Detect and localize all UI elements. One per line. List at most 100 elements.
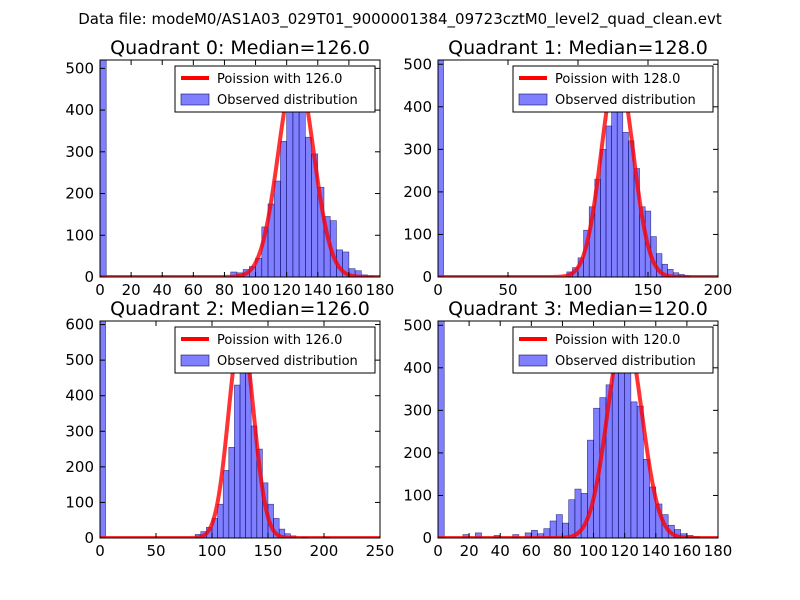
legend-bar-swatch [180,93,210,106]
histogram-bar [438,321,445,538]
y-tick-label: 300 [65,422,94,440]
x-tick-label: 0 [95,281,105,299]
legend: Poission with 126.0 Observed distribution [174,326,376,374]
histogram-bar [600,149,607,277]
histogram-bar [100,321,106,538]
x-tick-label: 120 [272,281,301,299]
histogram-bar [273,180,281,277]
x-tick-label: 140 [303,281,332,299]
histogram-bar [222,470,230,538]
y-tick-label: 200 [65,458,94,476]
y-tick-label: 300 [65,143,94,161]
figure-suptitle: Data file: modeM0/AS1A03_029T01_90000013… [78,10,722,29]
x-tick-label: 250 [366,542,395,560]
x-tick-label: 0 [95,542,105,560]
legend-line-label: Poission with 128.0 [555,72,680,87]
histogram-bar [605,125,612,277]
y-tick-label: 500 [403,316,432,334]
x-tick-label: 0 [433,281,443,299]
x-tick-label: 200 [704,281,733,299]
x-tick-label: 180 [704,542,733,560]
poisson-curve [438,327,718,538]
chart-title: Quadrant 1: Median=128.0 [448,37,708,59]
histogram-bar [438,60,444,277]
axes-frame [99,320,381,539]
histogram-bar [217,503,224,538]
x-tick-label: 100 [241,281,270,299]
axes-frame [99,59,381,278]
x-tick-label: 80 [215,281,234,299]
chart-panel-3: 0 20 40 60 80 100 120 140 160 1800100200300400500… [403,298,732,560]
histogram-bar [228,446,235,538]
y-tick-label: 200 [65,185,94,203]
y-tick-label: 500 [403,55,432,73]
legend-bar-swatch [518,354,548,367]
x-tick-label: 180 [366,281,395,299]
chart-title: Quadrant 0: Median=126.0 [110,37,370,59]
x-tick-label: 150 [634,281,663,299]
legend-bar-swatch [518,93,548,106]
y-tick-label: 400 [403,98,432,116]
histogram-bar [568,499,576,538]
histogram-bar [555,514,563,538]
histogram-bar [622,132,629,277]
legend: Poission with 126.0 Observed distribution [174,65,376,113]
legend-line-label: Poission with 126.0 [217,72,342,87]
x-tick-label: 140 [641,542,670,560]
y-tick-label: 500 [65,59,94,77]
histogram-bar [611,358,619,538]
x-tick-label: 20 [122,281,141,299]
x-tick-label: 50 [146,542,165,560]
x-tick-label: 160 [335,281,364,299]
legend-bar-label: Observed distribution [217,354,358,369]
y-tick-label: 0 [422,268,432,286]
legend-bar-label: Observed distribution [555,354,696,369]
x-tick-label: 40 [491,542,510,560]
histogram-bar [616,97,624,277]
histogram-bar [549,520,557,538]
chart-panel-2: 0 50 100 150 200 250 0 100 200 300 400 500 600 Quadra… [65,298,394,560]
y-tick-label: 600 [65,316,94,334]
y-tick-label: 0 [84,529,94,547]
histogram-bar [630,401,638,538]
x-tick-label: 150 [254,542,283,560]
y-tick-label: 300 [403,140,432,158]
y-tick-label: 100 [403,486,432,504]
legend-bar-label: Observed distribution [217,93,358,108]
histogram-bar [292,97,300,277]
histogram-bar [280,141,287,277]
y-tick-label: 0 [422,529,432,547]
chart-title: Quadrant 2: Median=126.0 [110,298,370,320]
y-tick-label: 400 [65,387,94,405]
y-tick-label: 400 [65,101,94,119]
x-tick-label: 0 [433,542,443,560]
legend: Poission with 128.0 Observed distribution [512,65,714,113]
x-tick-label: 160 [673,542,702,560]
histogram-bar [239,345,246,538]
histogram-bar [100,60,107,277]
x-tick-label: 20 [460,542,479,560]
x-tick-label: 40 [153,281,172,299]
x-tick-label: 100 [579,542,608,560]
histogram-bar [611,93,618,277]
y-tick-label: 200 [403,183,432,201]
legend-bar-label: Observed distribution [555,93,696,108]
y-tick-label: 500 [65,351,94,369]
histogram-bar [305,136,312,277]
y-tick-label: 100 [65,493,94,511]
x-tick-label: 50 [498,281,517,299]
x-tick-label: 120 [610,542,639,560]
poisson-curve [438,66,718,277]
y-tick-label: 300 [403,401,432,419]
x-tick-label: 200 [310,542,339,560]
chart-panel-1: 0 50 100 150 200 0 100 200 300 400 500 Quadrant 1: … [403,37,732,299]
histogram-bar [234,384,241,538]
histogram-bar [587,439,594,538]
x-tick-label: 60 [184,281,203,299]
legend: Poission with 120.0 Observed distribution [512,326,714,374]
x-tick-label: 100 [564,281,593,299]
legend-line-label: Poission with 126.0 [217,333,342,348]
chart-title: Quadrant 3: Median=120.0 [448,298,708,320]
legend-line-label: Poission with 120.0 [555,333,680,348]
axes-frame [437,320,719,539]
